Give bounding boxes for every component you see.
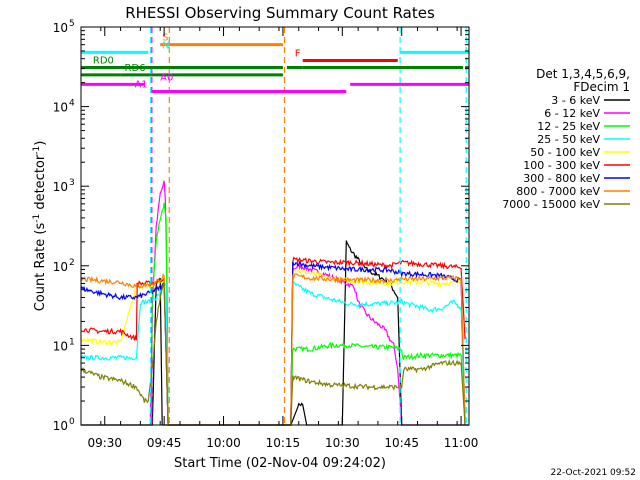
legend-label-1: 6 - 12 keV xyxy=(544,107,600,120)
x-tick-label-5: 10:45 xyxy=(384,436,419,450)
flag-label-4: RD6 xyxy=(125,63,146,74)
legend-label-8: 7000 - 15000 keV xyxy=(502,198,600,211)
legend-label-3: 25 - 50 keV xyxy=(537,133,600,146)
x-axis-label: Start Time (02-Nov-04 09:24:02) xyxy=(174,456,386,471)
flag-label-3: RD0 xyxy=(93,55,114,66)
y-tick-label-0: 10 xyxy=(53,419,68,433)
y-tick-exponent-3: 3 xyxy=(69,178,75,188)
y-tick-exponent-4: 4 xyxy=(69,99,75,109)
y-tick-exponent-5: 5 xyxy=(69,19,75,29)
y-tick-exponent-2: 2 xyxy=(69,258,75,268)
x-tick-label-3: 10:15 xyxy=(266,436,301,450)
y-tick-label-3: 10 xyxy=(53,180,68,194)
x-tick-label-2: 10:00 xyxy=(206,436,241,450)
series-line-3 xyxy=(80,280,466,426)
legend-header-line-2: FDecim 1 xyxy=(573,80,630,94)
legend-label-6: 300 - 800 keV xyxy=(523,172,600,185)
series-line-0 xyxy=(81,240,469,426)
legend-label-7: 800 - 7000 keV xyxy=(516,185,600,198)
legend-label-5: 100 - 300 keV xyxy=(523,159,600,172)
legend-label-4: 50 - 100 keV xyxy=(530,146,600,159)
flag-label-0: S xyxy=(162,33,168,44)
x-tick-label-6: 11:00 xyxy=(444,436,479,450)
legend-label-0: 3 - 6 keV xyxy=(551,94,600,107)
series-line-8 xyxy=(80,281,466,426)
x-tick-label-4: 10:30 xyxy=(325,436,360,450)
flag-label-6: A1 xyxy=(134,79,147,90)
series-line-7 xyxy=(80,273,466,426)
y-tick-label-4: 10 xyxy=(53,101,68,115)
flag-label-1: N xyxy=(162,40,169,51)
y-tick-label-2: 10 xyxy=(53,260,68,274)
series-line-4 xyxy=(80,268,466,426)
legend-label-2: 12 - 25 keV xyxy=(537,120,600,133)
flag-label-5: A0 xyxy=(160,72,173,83)
y-tick-exponent-0: 0 xyxy=(69,417,75,427)
y-tick-exponent-1: 1 xyxy=(69,337,75,347)
y-tick-label-5: 10 xyxy=(53,21,68,35)
y-tick-label-1: 10 xyxy=(53,339,68,353)
generation-timestamp: 22-Oct-2021 09:52 xyxy=(551,468,636,478)
x-tick-label-0: 09:30 xyxy=(87,436,122,450)
flag-label-2: F xyxy=(295,48,301,59)
legend-header-line-1: Det 1,3,4,5,6,9, xyxy=(536,67,630,81)
chart-title: RHESSI Observing Summary Count Rates xyxy=(125,4,435,22)
x-tick-label-1: 09:45 xyxy=(147,436,182,450)
y-axis-label: Count Rate (s-1 detector-1) xyxy=(32,141,48,312)
plot-frame xyxy=(80,26,470,426)
